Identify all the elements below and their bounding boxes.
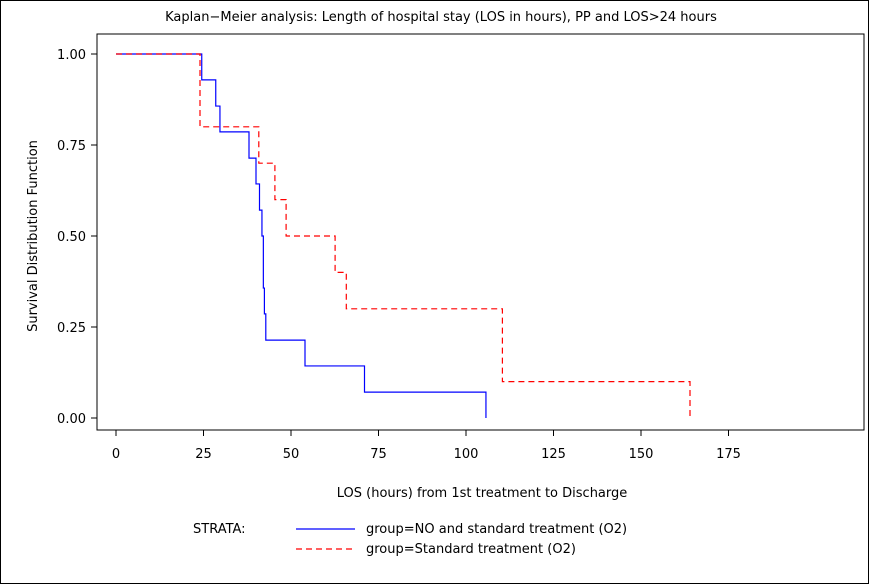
x-tick-label: 100	[454, 447, 479, 462]
series-layer	[116, 53, 691, 418]
x-axis-label: LOS (hours) from 1st treatment to Discha…	[337, 486, 628, 501]
plot-area	[96, 33, 865, 431]
x-tick-label: 75	[370, 447, 387, 462]
y-axis-label: Survival Distribution Function	[26, 140, 41, 332]
x-tick-label: 125	[541, 447, 566, 462]
legend-label-no-standard: group=NO and standard treatment (O2)	[366, 522, 627, 537]
y-tick-label: 0.50	[57, 230, 86, 245]
x-tick-label: 50	[283, 447, 300, 462]
legend-title: STRATA:	[193, 522, 246, 537]
y-tick-label: 0.75	[57, 139, 86, 154]
y-tick-label: 0.25	[57, 321, 86, 336]
x-axis: 0 25 50 75 100 125 150 175	[112, 430, 741, 462]
chart-title: Kaplan−Meier analysis: Length of hospita…	[165, 10, 717, 25]
y-axis: 0.00 0.25 0.50 0.75 1.00	[57, 48, 97, 427]
x-tick-label: 25	[195, 447, 212, 462]
y-tick-label: 0.00	[57, 412, 86, 427]
x-tick-label: 175	[716, 447, 741, 462]
y-tick-label: 1.00	[57, 48, 86, 63]
x-tick-label: 0	[112, 447, 120, 462]
series-line-standard	[116, 53, 691, 418]
x-tick-label: 150	[629, 447, 654, 462]
legend: STRATA: group=NO and standard treatment …	[193, 522, 627, 557]
legend-label-standard: group=Standard treatment (O2)	[366, 542, 576, 557]
series-line-no-standard	[116, 53, 487, 418]
